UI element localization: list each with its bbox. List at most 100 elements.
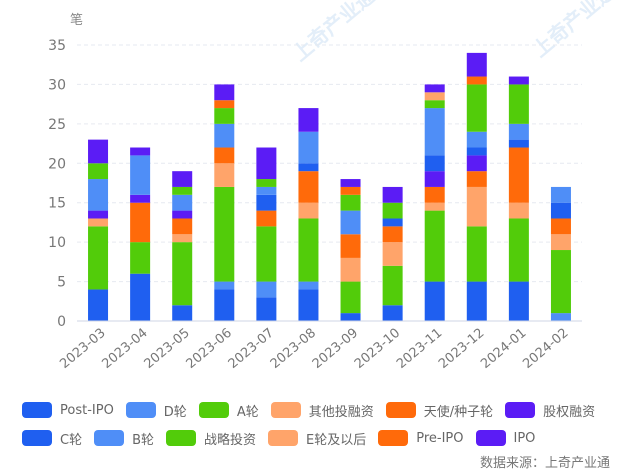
legend: Post-IPO D轮 A轮 其他投融资 天使/种子轮 股权融资 C轮 B轮 战略投资 E轮及以… [22, 396, 632, 452]
bar-stack-2023-09 [340, 179, 361, 321]
bar-segment [88, 163, 109, 180]
bar-segment [214, 281, 235, 290]
legend-swatch [385, 402, 416, 418]
legend-swatch [125, 402, 156, 418]
bar-segment [466, 131, 487, 148]
legend-item[interactable]: E轮及以后 [268, 429, 366, 448]
legend-swatch [475, 430, 506, 446]
y-tick-label: 25 [48, 117, 66, 133]
bar-segment [424, 202, 445, 211]
legend-swatch [22, 402, 52, 418]
y-tick-label: 0 [57, 314, 66, 330]
legend-item[interactable]: 天使/种子轮 [385, 401, 494, 420]
y-axis-ticks: 0 5 10 15 20 25 30 35 [48, 38, 66, 330]
bar-segment [508, 123, 529, 140]
y-axis-unit-label: 笔 [70, 12, 83, 28]
bar-segment [382, 226, 403, 243]
legend-label: 天使/种子轮 [423, 404, 494, 420]
bar-segment [130, 194, 151, 203]
bar-segment [214, 123, 235, 148]
bar-segment [466, 171, 487, 187]
legend-item[interactable]: B轮 [94, 429, 154, 448]
legend-item[interactable]: A轮 [198, 401, 259, 420]
bar-stack-2023-04 [130, 147, 151, 321]
legend-label: Pre-IPO [416, 430, 464, 446]
bar-segment [256, 179, 277, 187]
bar-segment [214, 100, 235, 109]
x-tick-label: 2023-10 [352, 326, 403, 372]
bar-segment [214, 147, 235, 164]
bar-segment [466, 226, 487, 282]
bar-segment [130, 273, 151, 321]
bar-segment [214, 84, 235, 101]
legend-swatch [378, 430, 409, 446]
bar-segment [298, 163, 319, 172]
bar-segment [466, 52, 487, 77]
bar-segment [298, 108, 319, 132]
watermark-text: 上奇产业通 [528, 0, 620, 62]
bar-segment [508, 202, 529, 219]
bar-segment [256, 194, 277, 211]
bar-segment [424, 155, 445, 172]
legend-row: Post-IPO D轮 A轮 其他投融资 天使/种子轮 股权融资 [22, 396, 632, 424]
bar-segment [88, 226, 109, 290]
bar-segment [298, 218, 319, 282]
bar-segment [382, 305, 403, 321]
watermark-text: 上奇产业通 [288, 0, 380, 66]
bar-segment [340, 210, 361, 235]
bar-stack-2023-11 [424, 84, 445, 321]
legend-swatch [22, 430, 52, 446]
x-tick-label: 2023-05 [142, 326, 193, 372]
bar-stack-2023-03 [88, 139, 109, 321]
bar-segment [424, 186, 445, 203]
bar-segment [382, 186, 403, 203]
bar-segment [172, 194, 193, 211]
bar-segment [340, 257, 361, 282]
bar-segment [382, 242, 403, 266]
legend-item[interactable]: Post-IPO [22, 402, 114, 418]
x-tick-label: 2023-12 [436, 326, 487, 372]
bar-segment [214, 163, 235, 187]
bar-segment [466, 186, 487, 227]
bar-segment [298, 171, 319, 203]
bar-segment [172, 242, 193, 306]
bar-segment [256, 297, 277, 321]
legend-item[interactable]: 股权融资 [505, 401, 595, 420]
bar-segment [256, 226, 277, 282]
legend-label: IPO [513, 430, 536, 446]
bar-segment [466, 147, 487, 156]
bar-segment [340, 313, 361, 321]
x-tick-label: 2023-07 [226, 326, 277, 372]
legend-label: B轮 [132, 432, 154, 448]
bar-segment [130, 155, 151, 195]
y-tick-label: 20 [48, 156, 66, 172]
bar-segment [340, 234, 361, 258]
legend-label: E轮及以后 [306, 432, 367, 448]
legend-item[interactable]: IPO [475, 430, 536, 446]
bar-segment [172, 171, 193, 187]
legend-item[interactable]: 战略投资 [166, 429, 256, 448]
x-axis-ticks: 2023-032023-042023-052023-062023-072023-… [57, 326, 571, 372]
bar-segment [466, 84, 487, 132]
legend-item[interactable]: C轮 [22, 429, 82, 448]
bar-segment [214, 108, 235, 124]
bar-segment [172, 305, 193, 321]
bar-segment [508, 218, 529, 282]
legend-item[interactable]: 其他投融资 [270, 401, 374, 420]
x-tick-label: 2024-01 [478, 326, 529, 372]
bar-segment [88, 139, 109, 164]
legend-swatch [268, 430, 299, 446]
bar-stack-2023-12 [466, 52, 487, 321]
bar-segment [340, 186, 361, 195]
legend-row: C轮 B轮 战略投资 E轮及以后 Pre-IPO IPO [22, 424, 632, 452]
x-tick-label: 2023-11 [394, 326, 445, 372]
legend-item[interactable]: D轮 [125, 401, 187, 420]
x-tick-label: 2023-03 [57, 326, 108, 372]
bar-segment [298, 281, 319, 290]
bar-segment [424, 92, 445, 101]
bar-segment [508, 147, 529, 203]
y-tick-label: 15 [48, 196, 66, 212]
bar-segment [256, 147, 277, 180]
legend-item[interactable]: Pre-IPO [378, 430, 464, 446]
